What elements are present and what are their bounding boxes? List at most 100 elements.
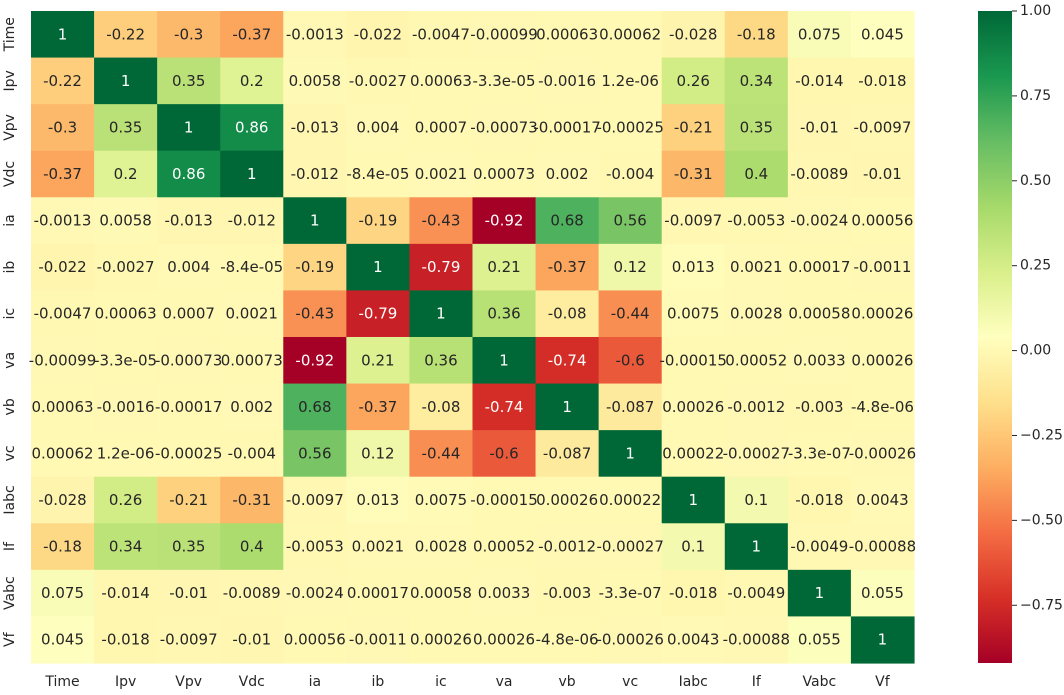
heatmap-cell <box>220 150 284 198</box>
cell-value-label: 1 <box>815 584 825 602</box>
cell-value-label: 0.00058 <box>410 584 472 602</box>
cell-value-label: -0.92 <box>485 212 524 230</box>
heatmap-cell <box>598 523 663 571</box>
heatmap-cell <box>787 430 852 478</box>
cell-value-label: 0.34 <box>109 538 142 556</box>
cell-value-label: -0.92 <box>295 351 334 369</box>
heatmap-cell <box>850 104 915 152</box>
heatmap-cell <box>598 569 663 618</box>
heatmap-cell <box>535 476 600 524</box>
heatmap-cell <box>346 57 411 105</box>
heatmap-cell <box>31 336 95 385</box>
heatmap-cell <box>535 616 600 664</box>
heatmap-cell <box>598 336 663 385</box>
colorbar-tick-label: 1.00 <box>1020 3 1051 19</box>
heatmap-cell <box>472 197 537 245</box>
cell-value-label: -0.0011 <box>853 258 911 276</box>
heatmap-cell <box>598 290 663 338</box>
heatmap-cell <box>787 243 852 292</box>
cell-value-label: -0.74 <box>548 351 587 369</box>
heatmap-cell <box>94 616 158 664</box>
heatmap-cell <box>31 104 95 152</box>
cell-value-label: 0.002 <box>546 165 589 183</box>
cell-value-label: 0.36 <box>424 351 457 369</box>
heatmap-cell <box>787 104 852 152</box>
heatmap-cell <box>472 57 537 105</box>
cell-value-label: 1 <box>373 258 383 276</box>
colorbar-tick-label: −0.25 <box>1020 427 1063 443</box>
heatmap-cell <box>472 11 537 59</box>
cell-value-label: 0.00026 <box>536 491 598 509</box>
heatmap-cell <box>94 150 158 198</box>
cell-value-label: -0.01 <box>800 118 839 136</box>
cell-value-label: 0.00017 <box>788 258 850 276</box>
cell-value-label: -0.0053 <box>286 538 344 556</box>
x-tick-label: Iabc <box>679 674 708 690</box>
cell-value-label: 0.0043 <box>856 491 909 509</box>
cell-value-label: 0.34 <box>740 72 773 90</box>
cell-value-label: -0.0053 <box>727 212 785 230</box>
cell-value-label: -0.0047 <box>34 305 92 323</box>
heatmap-cell <box>220 336 284 385</box>
cell-value-label: 1 <box>625 444 635 462</box>
cell-value-label: -0.44 <box>611 305 650 323</box>
heatmap-cell <box>157 11 221 59</box>
cell-value-label: -0.087 <box>543 444 591 462</box>
heatmap-cell <box>409 57 474 105</box>
x-tick-label: Time <box>44 674 79 690</box>
cell-value-label: 0.00062 <box>599 25 661 43</box>
heatmap-cell <box>787 57 852 105</box>
heatmap-cell <box>94 383 158 431</box>
x-tick-label: vc <box>622 674 638 690</box>
heatmap-cell <box>283 569 347 618</box>
cell-value-label: 0.36 <box>487 305 520 323</box>
heatmap-cell <box>31 523 95 571</box>
heatmap-annotations: 1 -0.22 -0.3 -0.37 -0.0013 -0.022 -0.0047 -0.00… <box>29 25 916 648</box>
cell-value-label: 0.86 <box>235 118 268 136</box>
heatmap-cell <box>409 430 474 478</box>
cell-value-label: -0.0097 <box>853 118 911 136</box>
heatmap-cell <box>94 290 158 338</box>
cell-value-label: -0.18 <box>737 25 776 43</box>
heatmap-cell <box>535 383 600 431</box>
cell-value-label: -0.018 <box>669 584 717 602</box>
cell-value-label: -0.00025 <box>155 444 222 462</box>
y-tick-label: Ipv <box>2 70 18 91</box>
cell-value-label: -0.01 <box>169 584 208 602</box>
cell-value-label: -0.013 <box>164 212 212 230</box>
cell-value-label: -8.4e-05 <box>346 165 409 183</box>
heatmap-cell <box>850 430 915 478</box>
y-tick-label: ia <box>2 214 18 226</box>
cell-value-label: 0.56 <box>298 444 331 462</box>
heatmap-cell <box>661 383 726 431</box>
cell-value-label: -0.21 <box>674 118 713 136</box>
cell-value-label: 0.00017 <box>347 584 409 602</box>
heatmap-cell <box>220 476 284 524</box>
cell-value-label: 0.0021 <box>352 538 405 556</box>
cell-value-label: -0.6 <box>489 444 518 462</box>
cell-value-label: -0.0097 <box>664 212 722 230</box>
heatmap-cell <box>31 290 95 338</box>
colorbar: −0.75 −0.50 −0.25 0.00 0.25 0.50 0.75 1.00 <box>978 3 1063 663</box>
heatmap-cell <box>724 11 789 59</box>
heatmap-cell <box>472 243 537 292</box>
heatmap-cell <box>598 150 663 198</box>
heatmap-cell <box>661 430 726 478</box>
cell-value-label: -0.00027 <box>723 444 790 462</box>
cell-value-label: 0.00052 <box>725 351 787 369</box>
heatmap-cell <box>472 150 537 198</box>
cell-value-label: 0.0033 <box>478 584 531 602</box>
heatmap-cell <box>724 150 789 198</box>
heatmap-cell <box>346 290 411 338</box>
heatmap-cell <box>850 569 915 618</box>
cell-value-label: -0.37 <box>548 258 587 276</box>
heatmap-cell <box>850 523 915 571</box>
heatmap-cell <box>94 430 158 478</box>
cell-value-label: -0.012 <box>228 212 276 230</box>
y-tick-label: Vpv <box>2 114 18 141</box>
heatmap-cell <box>31 616 95 664</box>
x-tick-label: Vabc <box>803 674 837 690</box>
cell-value-label: -0.22 <box>106 25 145 43</box>
y-tick-label: Vdc <box>2 161 18 187</box>
heatmap-cell <box>535 569 600 618</box>
